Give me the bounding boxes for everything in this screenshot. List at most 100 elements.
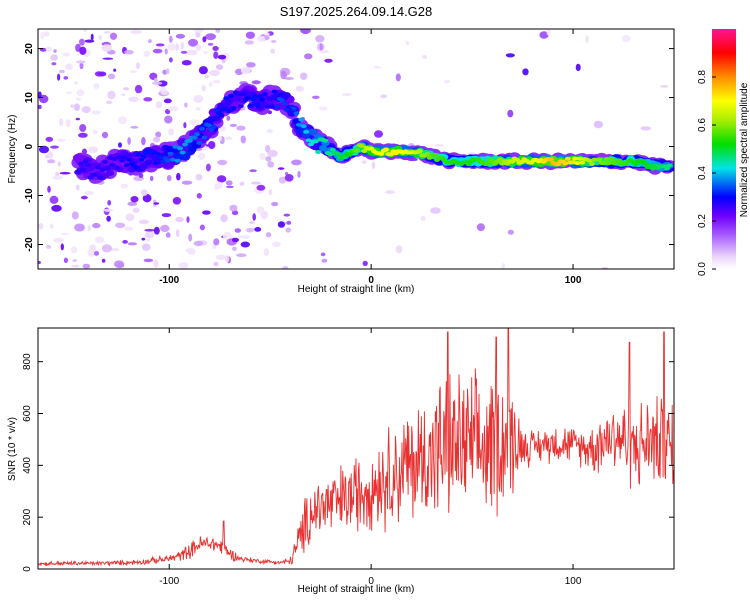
- colorbar-tick-label: 0.4: [697, 166, 708, 180]
- spectrogram-noise-cell: [217, 135, 222, 142]
- spectrogram-noise-cell: [167, 43, 176, 51]
- snr-series-line: [38, 328, 674, 567]
- spectrogram-noise-cell: [505, 53, 515, 58]
- spectrogram-noise-cell: [278, 176, 287, 184]
- spectrogram-ridge-cell: [608, 157, 615, 162]
- spectrogram-noise-cell: [183, 122, 187, 129]
- spectrogram-noise-cell: [49, 195, 59, 204]
- spectrogram-noise-cell: [660, 85, 669, 88]
- spectrogram-noise-cell: [252, 213, 256, 221]
- spectrogram-noise-cell: [87, 225, 91, 232]
- spectrogram-noise-cell: [222, 232, 232, 240]
- spectrogram-noise-cell: [71, 211, 79, 220]
- spectrogram-ridge-cell: [305, 138, 312, 143]
- spectrogram-noise-cell: [196, 44, 201, 51]
- spectrogram-noise-cell: [277, 167, 285, 170]
- spectrogram-ridge-cell: [206, 123, 213, 128]
- spectrogram-noise-cell: [268, 188, 273, 196]
- spectrogram-noise-cell: [142, 194, 152, 203]
- spectrogram-noise-cell: [277, 221, 285, 228]
- spectrogram-ytick-label: 10: [24, 92, 35, 104]
- spectrogram-noise-cell: [291, 159, 302, 166]
- spectrogram-ytick-label: -10: [24, 188, 35, 203]
- spectrogram-noise-cell: [226, 185, 234, 189]
- spectrogram-noise-cell: [162, 91, 169, 96]
- spectrogram-noise-cell: [181, 60, 192, 66]
- spectrogram-ytick-label: 20: [24, 43, 35, 55]
- spectrogram-ridge-cell: [188, 146, 197, 153]
- spectrogram-noise-cell: [71, 264, 80, 268]
- spectrogram-ridge-cell: [235, 92, 242, 97]
- spectrogram-noise-cell: [476, 223, 485, 232]
- spectrogram-ridge-cell: [586, 158, 593, 163]
- spectrogram-ridge-cell: [642, 161, 649, 166]
- spectrogram-noise-cell: [300, 29, 311, 35]
- spectrogram-noise-cell: [38, 260, 41, 265]
- spectrogram-noise-cell: [65, 119, 71, 128]
- spectrogram-ridge-cell: [576, 156, 583, 161]
- spectrogram-ridge-cell: [82, 159, 89, 164]
- spectrogram-ridge-cell: [99, 167, 106, 172]
- spectrogram-noise-cell: [79, 46, 87, 55]
- spectrogram-ridge-cell: [327, 152, 334, 157]
- spectrogram-noise-cell: [622, 35, 631, 43]
- spectrogram-noise-cell: [79, 124, 87, 132]
- spectrogram-ridge-cell: [109, 162, 116, 167]
- spectrogram-noise-cell: [236, 253, 247, 257]
- colorbar-tick-label: 0.6: [697, 118, 708, 132]
- spectrogram-ridge-cell: [220, 107, 227, 112]
- spectrogram-noise-cell: [443, 79, 451, 84]
- spectrogram-noise-cell: [246, 62, 256, 68]
- spectrogram-ridge-cell: [172, 144, 179, 149]
- spectrogram-noise-cell: [575, 63, 581, 72]
- spectrogram-noise-cell: [144, 231, 155, 238]
- spectrogram-ridge-cell: [105, 170, 115, 177]
- spectrogram-noise-cell: [45, 46, 53, 52]
- spectrogram-noise-cell: [246, 227, 255, 233]
- spectrogram-noise-cell: [430, 207, 441, 214]
- spectrogram-ridge-cell: [417, 148, 423, 153]
- spectrogram-noise-cell: [263, 248, 270, 257]
- spectrogram-noise-cell: [161, 213, 172, 218]
- spectrogram-noise-cell: [229, 204, 238, 212]
- spectrogram-ridge-cell: [295, 122, 302, 127]
- spectrogram-noise-cell: [118, 116, 127, 125]
- spectrogram-noise-cell: [213, 51, 219, 59]
- spectrogram-frame: [37, 28, 675, 270]
- spectrogram-ridge-cell: [383, 147, 390, 152]
- spectrogram-noise-cell: [142, 243, 151, 251]
- spectrogram-ridge-cell: [104, 166, 111, 171]
- spectrogram-noise-cell: [285, 227, 292, 233]
- spectrogram-noise-cell: [380, 94, 387, 99]
- spectrogram-ridge-cell: [150, 150, 157, 155]
- snr-xtick-label: -100: [159, 576, 179, 587]
- spectrogram-noise-cell: [70, 104, 74, 108]
- spectrogram-noise-cell: [395, 73, 401, 82]
- spectrogram-ridge-cell: [254, 102, 261, 107]
- spectrogram-noise-cell: [203, 51, 208, 54]
- spectrogram-noise-cell: [196, 193, 202, 199]
- spectrogram-noise-cell: [501, 263, 506, 269]
- spectrogram-noise-cell: [130, 125, 139, 129]
- spectrogram-noise-cell: [213, 187, 220, 190]
- snr-ytick-label: 800: [22, 353, 33, 370]
- spectrogram-noise-cell: [130, 30, 142, 34]
- spectrogram-ridge-cell: [424, 152, 431, 156]
- spectrogram-noise-cell: [385, 190, 395, 195]
- spectrogram-noise-cell: [166, 174, 172, 182]
- spectrogram-noise-cell: [43, 31, 50, 37]
- spectrogram-ridge-cell: [358, 144, 365, 148]
- spectrogram-noise-cell: [51, 204, 62, 212]
- spectrogram-ridge-cell: [547, 157, 554, 162]
- spectrogram-noise-cell: [63, 76, 69, 80]
- spectrogram-noise-cell: [640, 126, 652, 131]
- spectrogram-ridge-cell: [431, 152, 438, 157]
- spectrogram-noise-cell: [205, 33, 217, 41]
- figure-title: S197.2025.264.09.14.G28: [280, 4, 433, 19]
- snr-ytick-label: 0: [22, 566, 33, 572]
- spectrogram-noise-cell: [115, 222, 126, 229]
- spectrogram-noise-cell: [140, 189, 148, 196]
- spectrogram-ridge-cell: [278, 98, 285, 102]
